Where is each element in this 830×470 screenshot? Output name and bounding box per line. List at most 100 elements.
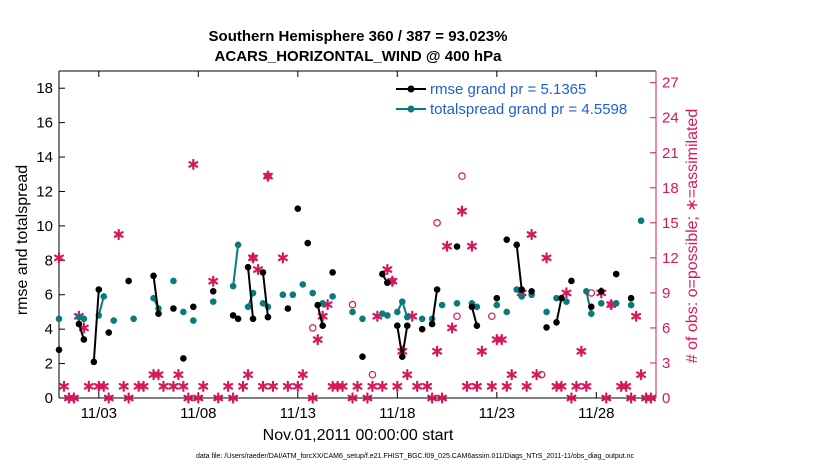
rmse-segment xyxy=(555,297,563,323)
obs-possible-marker xyxy=(433,219,441,227)
obs-assimilated-marker xyxy=(566,392,577,404)
spread-point xyxy=(493,301,501,309)
rmse-point xyxy=(588,303,595,311)
x-tick-label: 11/13 xyxy=(280,405,316,422)
obs-assimilated-marker xyxy=(576,345,587,357)
spread-point xyxy=(612,300,620,307)
rmse-point xyxy=(284,305,292,312)
y-axis-label: rmse and totalspread xyxy=(14,165,31,315)
obs-assimilated-stroke xyxy=(118,382,129,390)
rmse-segment xyxy=(152,275,160,314)
spread-point xyxy=(518,293,525,300)
legend-box xyxy=(392,78,647,124)
rmse-point xyxy=(155,310,162,317)
obs-assimilated-stroke xyxy=(168,382,179,390)
y2-tick-label: 21 xyxy=(662,145,679,162)
obs-assimilated-marker xyxy=(427,392,438,404)
spread-point xyxy=(234,241,242,249)
spread-point xyxy=(637,217,645,225)
obs-assimilated-stroke xyxy=(277,254,288,262)
obs-assimilated-stroke xyxy=(307,394,318,402)
obs-assimilated-marker xyxy=(178,380,189,392)
rmse-point xyxy=(384,279,391,286)
rmse-segment xyxy=(401,325,409,357)
obs-assimilated-stroke xyxy=(68,394,79,402)
obs-assimilated-stroke xyxy=(158,382,169,390)
obs-assimilated-marker xyxy=(183,392,194,404)
rmse-point xyxy=(518,286,525,293)
rmse-point xyxy=(75,320,83,328)
rmse-segment xyxy=(515,244,523,290)
obs-assimilated-marker xyxy=(571,380,582,392)
obs-assimilated-marker xyxy=(223,380,234,392)
obs-possible-marker xyxy=(249,254,257,262)
obs-assimilated-stroke xyxy=(501,382,512,390)
rmse-point xyxy=(234,315,242,323)
data-file-footnote: data file: /Users/raeder/DAI/ATM_forcXX/… xyxy=(196,453,635,460)
rmse-point xyxy=(209,287,217,295)
y-tick-label: 4 xyxy=(45,321,53,338)
y2-tick-label: 6 xyxy=(662,320,670,337)
spread-point xyxy=(627,301,635,309)
rmse-point xyxy=(249,315,257,323)
obs-assimilated-marker xyxy=(631,310,642,322)
x-tick-label: 11/28 xyxy=(578,405,614,422)
rmse-point xyxy=(125,277,132,285)
spread-point xyxy=(55,315,63,323)
obs-assimilated-marker xyxy=(54,252,64,264)
legend-marker-rmse xyxy=(407,85,415,93)
rmse-point xyxy=(418,325,426,333)
obs-assimilated-marker xyxy=(292,380,303,392)
obs-assimilated-marker xyxy=(496,334,507,346)
spread-point xyxy=(110,317,118,324)
chart-subtitle: ACARS_HORIZONTAL_WIND @ 400 hPa xyxy=(215,48,503,65)
obs-assimilated-marker xyxy=(123,392,134,404)
legend-label-spread: totalspread grand pr = 4.5598 xyxy=(430,101,627,118)
obs-assimilated-stroke xyxy=(367,382,378,390)
obs-assimilated-marker xyxy=(103,392,114,404)
rmse-point xyxy=(95,286,103,293)
rmse-point xyxy=(513,241,520,249)
obs-assimilated-stroke xyxy=(352,382,363,390)
obs-assimilated-stroke xyxy=(337,382,348,390)
spread-point xyxy=(259,300,267,307)
obs-assimilated-marker xyxy=(556,380,567,392)
obs-assimilated-stroke xyxy=(476,347,487,355)
obs-assimilated-stroke xyxy=(193,394,204,402)
spread-point xyxy=(398,298,406,305)
spread-point xyxy=(180,308,187,316)
rmse-point xyxy=(394,322,401,330)
rmse-point xyxy=(90,358,98,366)
obs-assimilated-stroke xyxy=(257,382,268,390)
rmse-point xyxy=(150,272,157,280)
obs-assimilated-marker xyxy=(392,380,403,392)
obs-possible-marker xyxy=(537,370,546,379)
obs-assimilated-stroke xyxy=(576,347,587,355)
rmse-point xyxy=(403,322,411,330)
obs-assimilated-marker xyxy=(83,380,94,392)
rmse-point xyxy=(473,322,481,330)
obs-assimilated-marker xyxy=(437,392,448,404)
obs-assimilated-marker xyxy=(461,380,472,392)
rmse-segment xyxy=(431,289,439,325)
spread-point xyxy=(438,301,446,309)
obs-possible-marker xyxy=(368,370,377,379)
plot-area: 11/03 11/08 11/13 11/18 11/23 11/280246810121… xyxy=(36,70,679,422)
rmse-point xyxy=(55,346,63,354)
obs-possible-marker xyxy=(348,300,357,309)
spread-point xyxy=(329,293,336,300)
obs-assimilated-marker xyxy=(173,369,184,381)
rmse-point xyxy=(244,263,252,271)
obs-assimilated-marker xyxy=(58,380,69,392)
rmse-point xyxy=(190,303,197,311)
obs-assimilated-marker xyxy=(377,380,388,392)
spread-point xyxy=(583,287,590,295)
obs-assimilated-marker xyxy=(68,392,79,404)
obs-assimilated-stroke xyxy=(113,231,124,238)
rmse-point xyxy=(398,353,406,360)
obs-assimilated-marker xyxy=(621,380,632,392)
plot-background xyxy=(59,71,656,398)
rmse-point xyxy=(359,353,366,360)
obs-assimilated-stroke xyxy=(178,382,189,390)
obs-assimilated-marker xyxy=(188,158,199,171)
